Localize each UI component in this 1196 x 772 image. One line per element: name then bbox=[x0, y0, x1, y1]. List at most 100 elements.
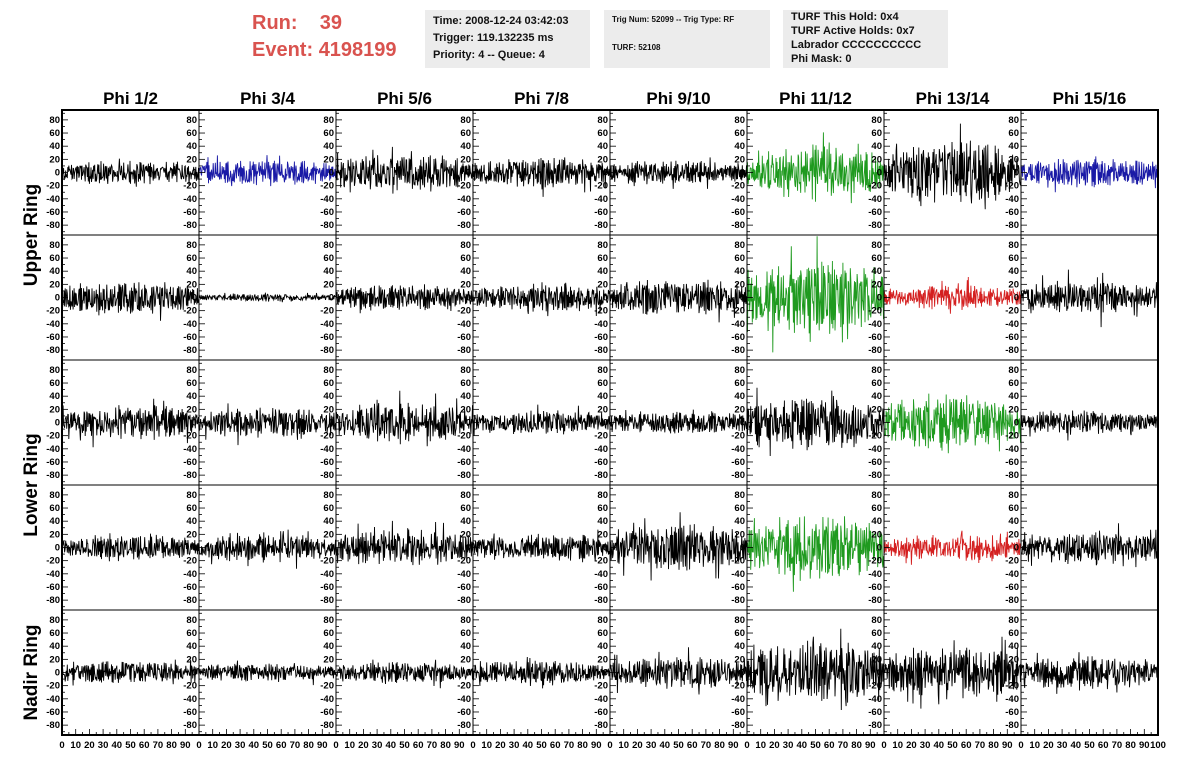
y-tick-label: 0 bbox=[740, 418, 745, 429]
y-tick-label: -80 bbox=[731, 220, 745, 231]
y-tick-label: 60 bbox=[734, 628, 745, 639]
y-tick-label: -80 bbox=[1005, 470, 1019, 481]
y-tick-label: -20 bbox=[868, 681, 882, 692]
y-tick-label: 60 bbox=[323, 628, 334, 639]
x-tick-label: 50 bbox=[399, 740, 410, 751]
x-tick-label: 70 bbox=[564, 740, 575, 751]
y-tick-label: -40 bbox=[320, 194, 334, 205]
waveform-trace bbox=[1020, 652, 1159, 694]
x-tick-label: 50 bbox=[810, 740, 821, 751]
y-tick-label: 20 bbox=[460, 279, 471, 290]
y-tick-label: 0 bbox=[740, 543, 745, 554]
y-tick-label: -20 bbox=[1005, 181, 1019, 192]
y-tick-label: 20 bbox=[597, 279, 608, 290]
x-tick-label: 90 bbox=[591, 740, 602, 751]
waveform-trace bbox=[883, 393, 1022, 454]
y-tick-label: -60 bbox=[868, 582, 882, 593]
y-tick-label: -60 bbox=[457, 582, 471, 593]
y-tick-label: -20 bbox=[457, 306, 471, 317]
y-tick-label: 40 bbox=[186, 141, 197, 152]
y-tick-label: 40 bbox=[597, 641, 608, 652]
y-tick-label: 40 bbox=[186, 641, 197, 652]
y-tick-label: 0 bbox=[192, 418, 197, 429]
y-tick-label: 80 bbox=[186, 615, 197, 626]
y-tick-label: 20 bbox=[597, 654, 608, 665]
x-tick-label: 70 bbox=[427, 740, 438, 751]
y-tick-label: 0 bbox=[603, 668, 608, 679]
column-header: Phi 1/2 bbox=[103, 89, 158, 108]
y-tick-label: 20 bbox=[734, 279, 745, 290]
y-tick-label: -20 bbox=[594, 306, 608, 317]
x-tick-label: 80 bbox=[303, 740, 314, 751]
y-tick-label: -40 bbox=[731, 444, 745, 455]
y-tick-label: -80 bbox=[731, 595, 745, 606]
x-tick-label: 40 bbox=[386, 740, 397, 751]
event-value: 4198199 bbox=[318, 39, 397, 61]
turf-hold-line: TURF This Hold: 0x4 bbox=[791, 11, 899, 23]
y-tick-label: 80 bbox=[734, 240, 745, 251]
x-tick-label: 10 bbox=[344, 740, 355, 751]
waveform-trace bbox=[1020, 410, 1159, 441]
y-tick-label: 60 bbox=[186, 128, 197, 139]
waveform-trace bbox=[61, 398, 200, 448]
x-tick-label: 70 bbox=[701, 740, 712, 751]
y-tick-label: -80 bbox=[46, 470, 60, 481]
priority-line: Priority: 4 -- Queue: 4 bbox=[433, 49, 545, 61]
y-tick-label: 80 bbox=[323, 490, 334, 501]
y-tick-label: -20 bbox=[183, 556, 197, 567]
x-tick-label: 50 bbox=[125, 740, 136, 751]
y-tick-label: 40 bbox=[597, 391, 608, 402]
y-tick-label: 60 bbox=[1008, 628, 1019, 639]
y-tick-label: 80 bbox=[460, 240, 471, 251]
y-tick-label: 0 bbox=[329, 293, 334, 304]
y-tick-label: -80 bbox=[183, 595, 197, 606]
y-tick-label: -60 bbox=[1005, 707, 1019, 718]
waveform-trace bbox=[1020, 269, 1159, 328]
y-tick-label: 20 bbox=[323, 404, 334, 415]
y-tick-label: -40 bbox=[1005, 194, 1019, 205]
y-tick-label: 80 bbox=[49, 490, 60, 501]
y-tick-label: 20 bbox=[871, 654, 882, 665]
waveform-trace bbox=[472, 157, 611, 197]
y-tick-label: 40 bbox=[323, 641, 334, 652]
y-tick-label: -40 bbox=[868, 194, 882, 205]
y-tick-label: 20 bbox=[186, 529, 197, 540]
x-tick-label: 10 bbox=[481, 740, 492, 751]
waveform-trace bbox=[472, 656, 611, 689]
y-tick-label: -80 bbox=[320, 470, 334, 481]
y-tick-label: 60 bbox=[871, 503, 882, 514]
y-tick-label: 20 bbox=[460, 529, 471, 540]
run-label: Run: bbox=[252, 12, 298, 34]
y-tick-label: -20 bbox=[457, 681, 471, 692]
x-tick-label: 0 bbox=[607, 740, 612, 751]
y-tick-label: -60 bbox=[731, 207, 745, 218]
y-tick-label: -80 bbox=[46, 220, 60, 231]
x-tick-label: 50 bbox=[262, 740, 273, 751]
x-tick-label: 80 bbox=[166, 740, 177, 751]
y-tick-label: 20 bbox=[186, 154, 197, 165]
x-tick-label: 90 bbox=[865, 740, 876, 751]
y-tick-label: -60 bbox=[868, 332, 882, 343]
y-tick-label: 20 bbox=[323, 654, 334, 665]
y-tick-label: 60 bbox=[460, 628, 471, 639]
y-tick-label: 20 bbox=[323, 154, 334, 165]
y-tick-label: -60 bbox=[320, 332, 334, 343]
waveform-trace bbox=[335, 146, 474, 194]
y-tick-label: 40 bbox=[323, 391, 334, 402]
y-tick-label: -80 bbox=[320, 345, 334, 356]
waveform-trace bbox=[609, 647, 748, 695]
x-tick-label: 40 bbox=[797, 740, 808, 751]
y-tick-label: 40 bbox=[597, 516, 608, 527]
y-tick-label: 60 bbox=[1008, 503, 1019, 514]
row-group-label: Nadir Ring bbox=[21, 624, 42, 720]
y-tick-label: 20 bbox=[1008, 529, 1019, 540]
y-tick-label: -20 bbox=[457, 181, 471, 192]
y-tick-label: 60 bbox=[323, 503, 334, 514]
y-tick-label: 80 bbox=[460, 365, 471, 376]
y-tick-label: 80 bbox=[1008, 490, 1019, 501]
y-tick-label: 40 bbox=[871, 641, 882, 652]
y-tick-label: -60 bbox=[320, 707, 334, 718]
y-tick-label: 80 bbox=[734, 115, 745, 126]
y-tick-label: -20 bbox=[731, 181, 745, 192]
y-tick-label: 60 bbox=[734, 503, 745, 514]
